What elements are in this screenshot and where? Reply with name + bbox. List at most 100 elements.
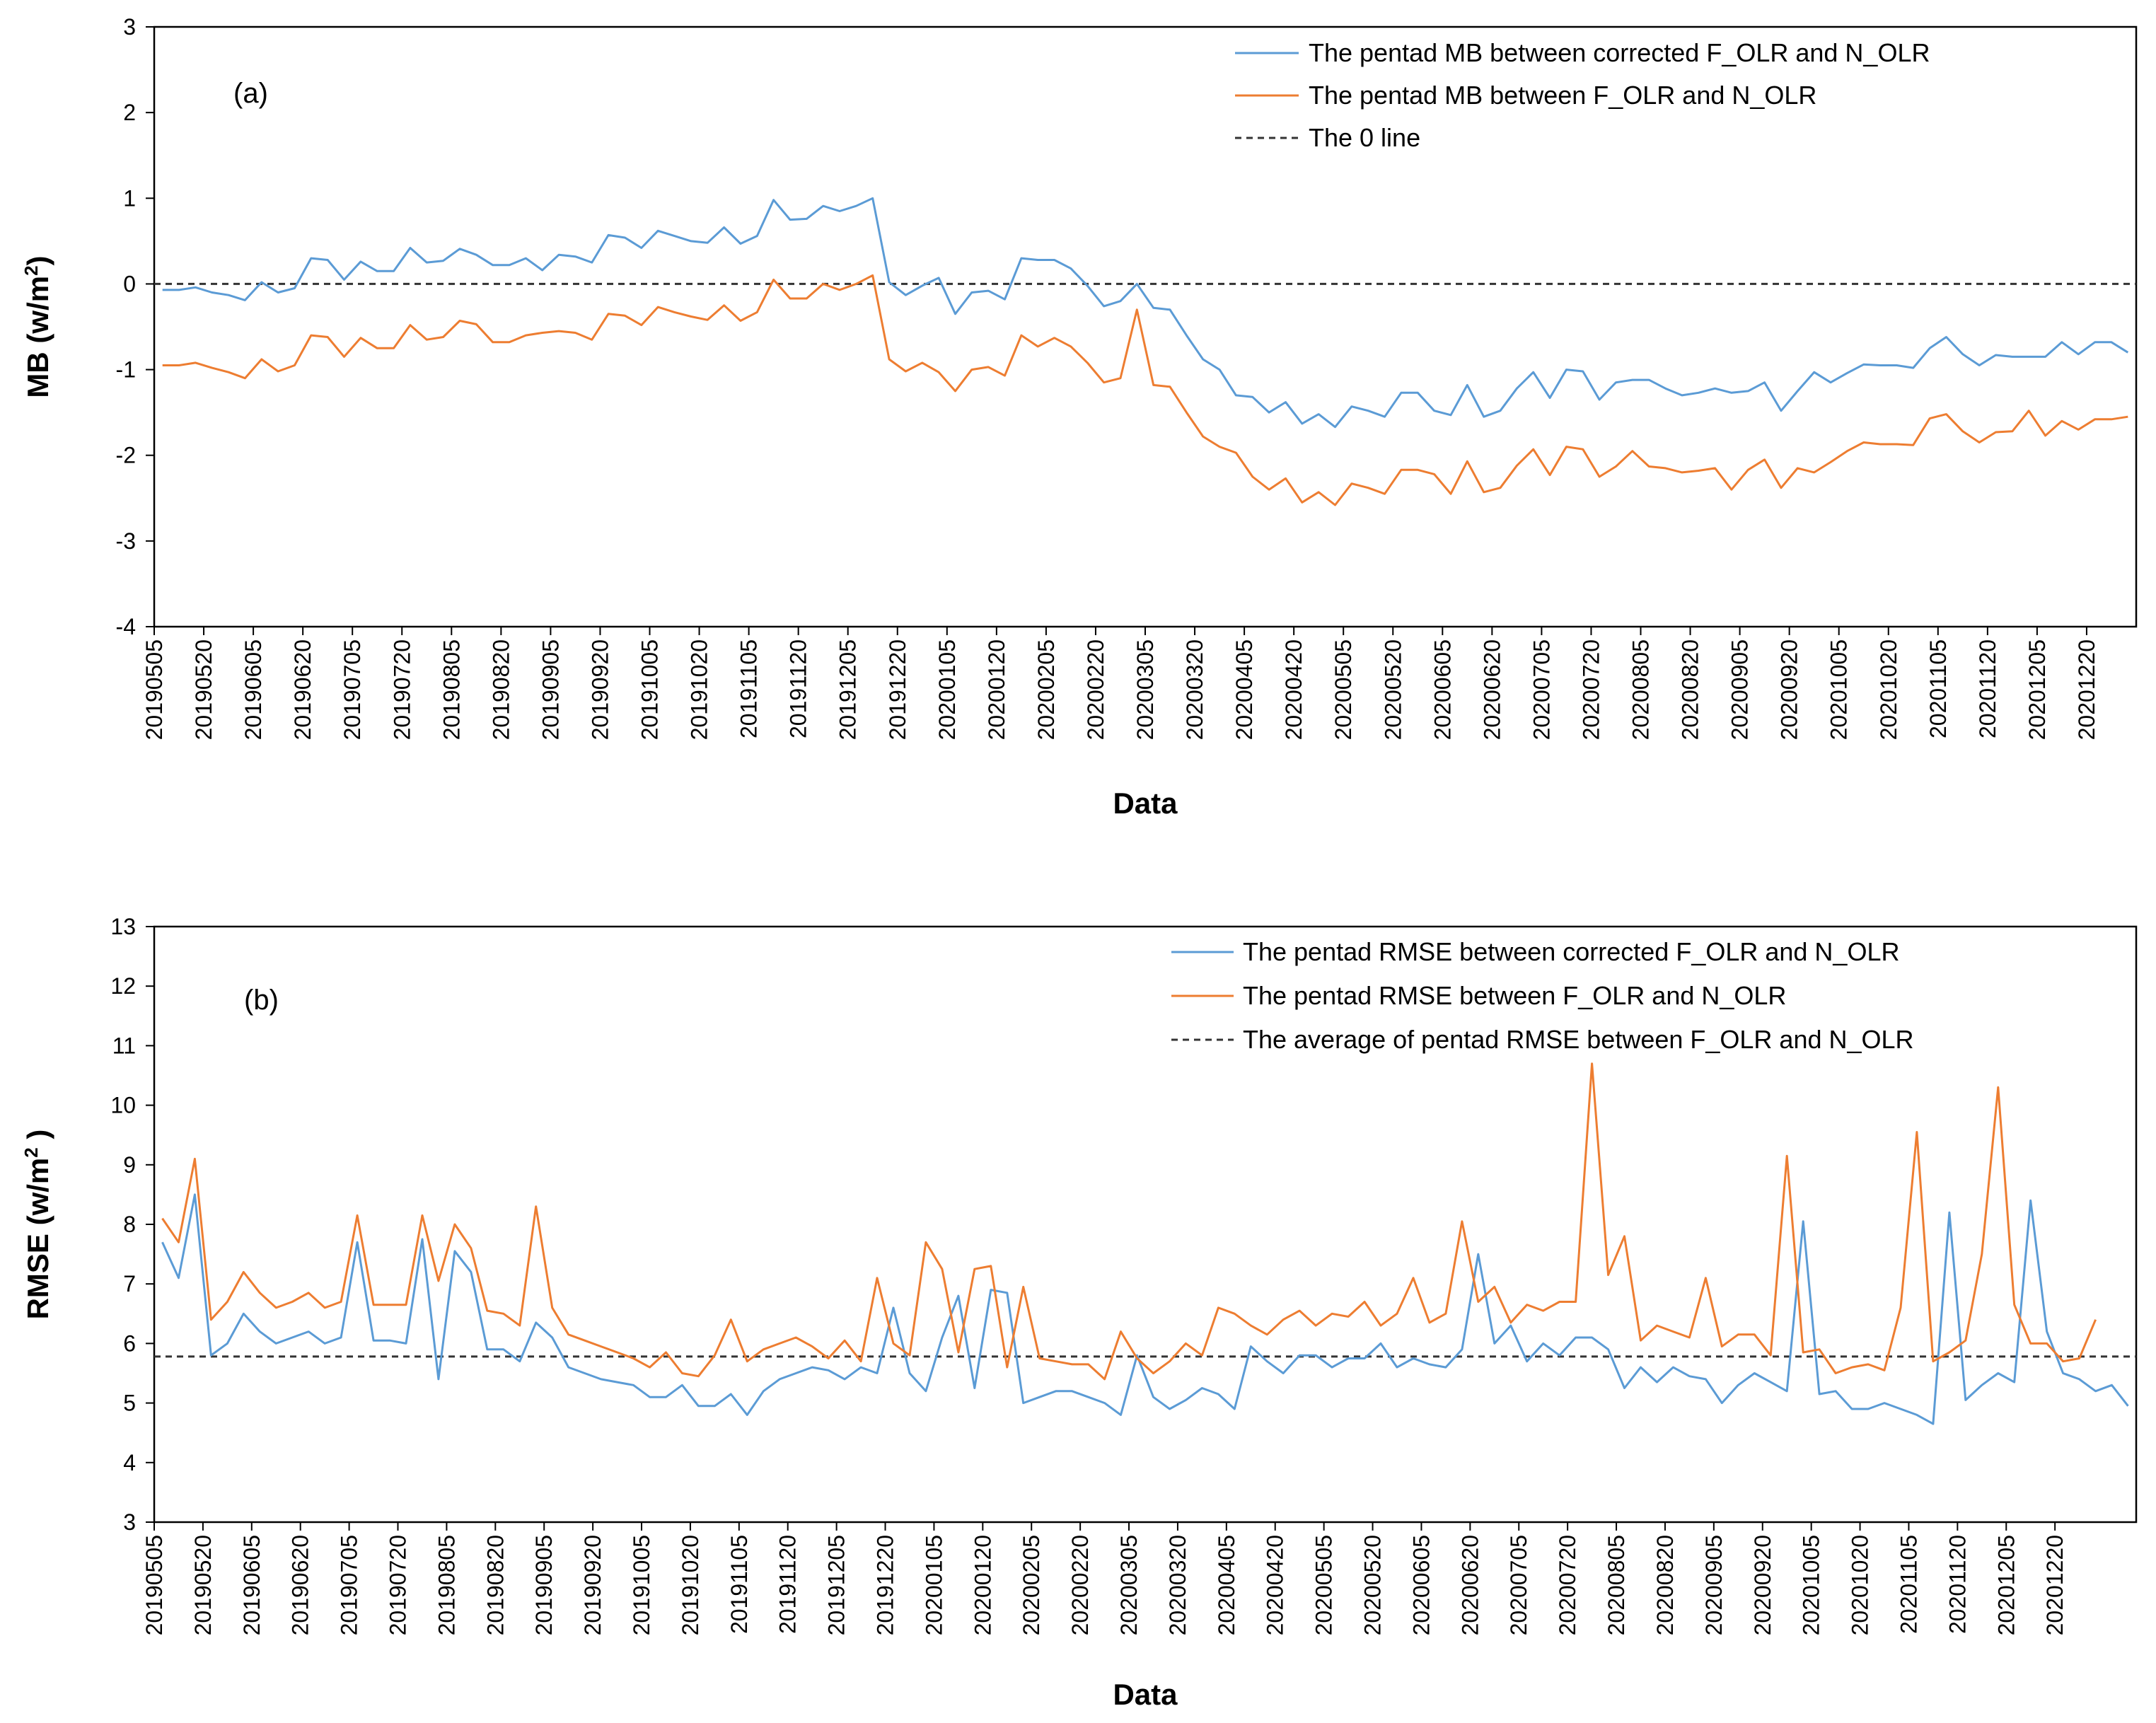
chart-a-x-tick-label: 20190920 [587,639,613,740]
chart-b-x-tick-label: 20200720 [1555,1535,1580,1635]
chart-b-x-tick-label: 20200120 [970,1535,995,1635]
chart-b-x-tick-label: 20190920 [580,1535,605,1635]
chart-a-y-tick-label: -4 [116,614,136,639]
chart-a-x-tick-label: 20190820 [488,639,514,740]
chart-b-y-tick-label: 3 [123,1509,136,1535]
chart-b-x-tick-label: 20200520 [1360,1535,1386,1635]
chart-a-y-axis-title-main: MB (w/m [21,276,54,398]
chart-a-y-tick-label: 2 [123,100,136,125]
chart-b-legend-label: The average of pentad RMSE between F_OLR… [1243,1025,1914,1054]
chart-b-x-tick-label: 20190505 [141,1535,167,1635]
chart-b-x-tick-label: 20200420 [1263,1535,1288,1635]
chart-a-y-tick-label: 3 [123,14,136,40]
chart-a-x-tick-label: 20200620 [1479,639,1505,740]
chart-a-x-tick-label: 20191120 [786,639,811,738]
chart-a-x-tick-label: 20190805 [439,639,464,740]
chart-b-x-tick-label: 20191105 [726,1535,752,1634]
chart-a-x-tick-label: 20200820 [1678,639,1703,740]
chart-b-x-tick-label: 20200405 [1214,1535,1239,1635]
chart-b-x-tick-label: 20190520 [190,1535,216,1635]
chart-b-x-tick-label: 20190620 [288,1535,313,1635]
chart-b-x-tick-label: 20200620 [1457,1535,1483,1635]
chart-a-x-tick-label: 20201005 [1826,639,1852,740]
chart-a-x-tick-label: 20200805 [1628,639,1654,740]
chart-a-x-tick-label: 20190505 [141,639,167,740]
chart-b-legend-label: The pentad RMSE between corrected F_OLR … [1243,937,1899,966]
chart-a-x-tick-label: 20190620 [290,639,315,740]
chart-a-x-tick-label: 20191005 [637,639,663,740]
chart-a-x-tick-label: 20200105 [934,639,960,740]
chart-a-x-tick-label: 20191205 [835,639,861,740]
chart-a-x-tick-label: 20200120 [984,639,1009,740]
chart-b-y-tick-label: 12 [110,973,136,999]
chart-b-x-tick-label: 20190605 [239,1535,265,1635]
chart-a-x-tick-label: 20200420 [1281,639,1306,740]
chart-a-x-tick-label: 20191105 [736,639,762,738]
chart-a-y-axis-title-close: ) [21,255,54,265]
chart-b-x-tick-label: 20191205 [824,1535,850,1635]
panel-b-rmse-chart: 3 4 5 6 7 8 9 10 11 12 13 20190505 20190520 20190605 2… [21,914,2138,1711]
chart-a-x-tick-label: 20190605 [240,639,266,740]
chart-a-plot-frame [153,25,2138,628]
chart-a-legend-label: The pentad MB between F_OLR and N_OLR [1309,81,1816,110]
chart-b-x-tick-label: 20191220 [873,1535,898,1635]
chart-b-y-tick-label: 7 [123,1271,136,1296]
chart-a-y-tick-label: -1 [116,357,136,383]
chart-b-y-tick-label: 13 [110,914,136,939]
chart-b-x-tick-label: 20190905 [531,1535,557,1635]
chart-a-legend-label: The pentad MB between corrected F_OLR an… [1309,38,1930,67]
chart-b-y-axis-title: RMSE (w/m2 ) [21,1130,54,1320]
chart-a-y-axis-title-sup: 2 [21,265,42,275]
chart-a-y-tick-label: -3 [116,528,136,554]
chart-a-series-uncorrected-line [162,274,2128,506]
chart-b-x-tick-label: 20201105 [1896,1535,1921,1634]
chart-a-x-tick-label: 20200920 [1777,639,1802,740]
chart-b-x-tick-label: 20200605 [1408,1535,1434,1635]
chart-b-y-tick-label: 4 [123,1450,136,1475]
chart-a-y-tick-label: -2 [116,443,136,468]
chart-a-x-tick-label: 20190905 [538,639,563,740]
chart-b-x-tick-label: 20200320 [1165,1535,1190,1635]
chart-a-y-tick-label: 0 [123,271,136,296]
chart-b-x-tick-label: 20201120 [1945,1535,1970,1634]
chart-a-x-tick-label: 20191020 [687,639,712,740]
chart-a-panel-label: (a) [233,78,268,109]
chart-b-y-tick-label: 10 [110,1093,136,1118]
chart-a-x-tick-label: 20200520 [1380,639,1406,740]
chart-b-y-tick-label: 5 [123,1391,136,1416]
chart-a-x-tick-label: 20201105 [1925,639,1951,738]
chart-b-y-tick-label: 9 [123,1152,136,1178]
chart-a-x-tick-label: 20200405 [1231,639,1257,740]
chart-a-x-tick-label: 20201120 [1975,639,2000,738]
chart-b-x-axis-title: Data [1113,1678,1178,1711]
chart-a-x-tick-label: 20190720 [389,639,415,740]
chart-a-x-axis-title: Data [1113,787,1178,820]
chart-b-x-tick-label: 20200905 [1701,1535,1727,1635]
chart-a-x-tick-label: 20190705 [340,639,365,740]
chart-b-x-tick-label: 20200505 [1311,1535,1337,1635]
chart-b-x-tick-label: 20200805 [1604,1535,1629,1635]
chart-b-x-tick-label: 20191005 [629,1535,654,1635]
chart-b-y-tick-label: 8 [123,1212,136,1237]
chart-b-x-tick-label: 20201205 [1993,1535,2019,1635]
chart-a-x-tick-label: 20200220 [1083,639,1108,740]
chart-b-y-axis-title-close: ) [21,1130,54,1148]
chart-b-x-tick-label: 20201220 [2042,1535,2068,1635]
chart-b-x-tick-label: 20191120 [775,1535,801,1634]
chart-a-y-tick-label: 1 [123,185,136,211]
chart-b-plot-frame [153,925,2138,1524]
chart-b-x-tick-label: 20190720 [386,1535,411,1635]
chart-a-x-tick-label: 20200705 [1529,639,1554,740]
chart-a-x-tick-label: 20200305 [1132,639,1158,740]
chart-a-x-tick-label: 20200320 [1182,639,1207,740]
chart-b-x-tick-label: 20200305 [1116,1535,1142,1635]
chart-b-x-tick-label: 20200920 [1750,1535,1775,1635]
chart-a-x-tick-label: 20201220 [2074,639,2099,740]
chart-a-x-tick-label: 20200505 [1331,639,1356,740]
chart-a-y-axis-title: MB (w/m2) [21,255,54,398]
chart-b-x-tick-label: 20200205 [1019,1535,1044,1635]
chart-b-y-tick-label: 11 [112,1033,136,1058]
chart-b-series-uncorrected-line [161,1062,2097,1381]
chart-b-x-tick-label: 20190820 [482,1535,508,1635]
